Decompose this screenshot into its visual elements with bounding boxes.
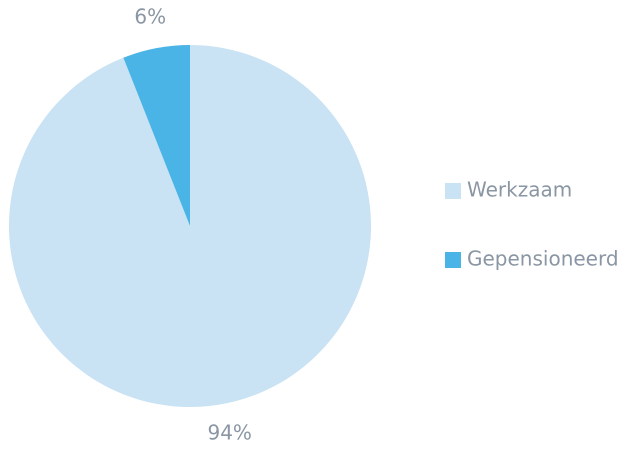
data-label: 94% bbox=[207, 421, 251, 445]
legend-swatch bbox=[445, 183, 461, 199]
legend-swatch bbox=[445, 252, 461, 268]
legend-label: Werkzaam bbox=[467, 178, 572, 202]
pie-slice bbox=[123, 45, 190, 226]
pie-slice bbox=[9, 45, 372, 407]
data-label: 6% bbox=[134, 4, 166, 28]
legend-label: Gepensioneerd bbox=[467, 247, 619, 271]
